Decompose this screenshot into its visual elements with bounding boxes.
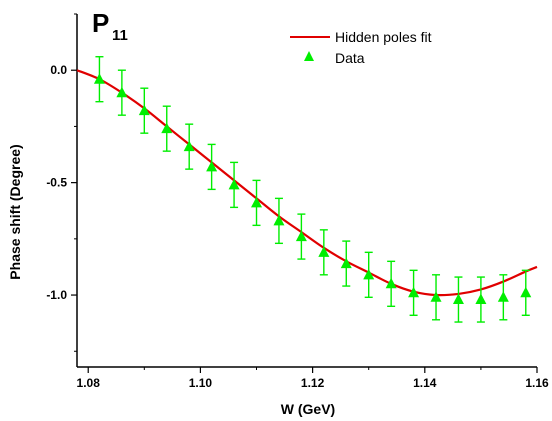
- data-point: [385, 260, 397, 307]
- data-marker: [408, 286, 420, 298]
- data-marker: [93, 73, 105, 84]
- data-point: [295, 213, 307, 260]
- panel-label: P 11: [92, 8, 128, 44]
- data-marker: [251, 196, 263, 208]
- data-marker: [497, 291, 509, 302]
- y-tick-label: -1.0: [46, 288, 67, 302]
- data-point: [251, 179, 263, 227]
- data-marker: [206, 160, 218, 172]
- data-point: [520, 269, 532, 316]
- data-marker: [452, 293, 464, 305]
- data-marker: [520, 286, 532, 298]
- fit-curve-line: [76, 69, 538, 297]
- y-axis-title: Phase shift (Degree): [7, 144, 23, 279]
- data-marker: [161, 122, 173, 134]
- data-point: [206, 143, 218, 191]
- panel-label-main: P: [92, 8, 109, 38]
- y-tick-label: 0.0: [50, 63, 67, 77]
- x-tick-label: 1.10: [189, 376, 213, 390]
- data-point: [363, 251, 375, 298]
- x-tick-label: 1.16: [525, 376, 549, 390]
- data-point: [228, 161, 240, 209]
- panel-label-subscript: 11: [112, 27, 128, 44]
- legend-data-label: Data: [335, 50, 365, 66]
- legend: Hidden poles fit Data: [290, 29, 432, 66]
- fit-curve-layer: [76, 69, 538, 297]
- data-marker: [138, 104, 150, 116]
- data-marker: [273, 214, 285, 226]
- data-marker: [116, 86, 128, 98]
- y-tick-label: -0.5: [46, 176, 67, 190]
- data-point: [273, 197, 285, 245]
- x-axis-title: W (GeV): [281, 401, 335, 417]
- data-marker: [318, 246, 330, 257]
- data-point: [116, 69, 128, 116]
- data-point: [452, 276, 464, 323]
- plot-axes: 1.08 1.10 1.12 1.14 1.16 0.0 -0.5 -1.0: [46, 13, 549, 390]
- data-points-layer: [93, 56, 532, 323]
- data-marker: [228, 178, 240, 190]
- data-point: [318, 229, 330, 276]
- data-marker: [385, 277, 397, 289]
- data-point: [430, 274, 442, 321]
- x-tick-label: 1.14: [413, 376, 437, 390]
- data-point: [475, 276, 487, 323]
- legend-data-marker: [304, 51, 314, 61]
- data-marker: [430, 291, 442, 302]
- data-marker: [340, 257, 352, 269]
- data-point: [183, 123, 195, 170]
- data-point: [138, 87, 150, 134]
- x-tick-label: 1.08: [77, 376, 101, 390]
- data-marker: [295, 230, 307, 242]
- data-point: [161, 105, 173, 152]
- data-point: [497, 274, 509, 321]
- data-marker: [475, 293, 487, 305]
- data-point: [93, 56, 105, 103]
- data-marker: [363, 268, 375, 280]
- x-tick-label: 1.12: [301, 376, 325, 390]
- data-point: [340, 240, 352, 287]
- legend-fit-label: Hidden poles fit: [335, 29, 432, 45]
- data-marker: [183, 140, 195, 152]
- data-point: [408, 269, 420, 316]
